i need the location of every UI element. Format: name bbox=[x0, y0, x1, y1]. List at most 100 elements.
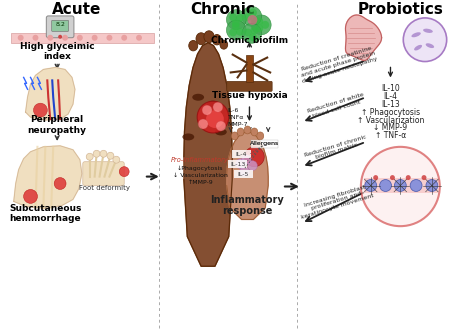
FancyBboxPatch shape bbox=[246, 55, 254, 82]
Circle shape bbox=[261, 21, 269, 29]
Text: Reduction of chronic
biofilm matrix: Reduction of chronic biofilm matrix bbox=[304, 134, 369, 164]
Text: ↑ Vascularization: ↑ Vascularization bbox=[357, 116, 424, 124]
Text: Allergens: Allergens bbox=[250, 141, 279, 146]
FancyBboxPatch shape bbox=[11, 33, 154, 43]
Circle shape bbox=[239, 167, 249, 176]
Polygon shape bbox=[346, 15, 382, 61]
Text: Foot deformity: Foot deformity bbox=[79, 185, 130, 192]
Text: ↑ TNF-α: ↑ TNF-α bbox=[375, 131, 406, 140]
Ellipse shape bbox=[182, 133, 194, 140]
Text: Inflammatory
response: Inflammatory response bbox=[210, 195, 284, 216]
Ellipse shape bbox=[414, 45, 422, 50]
Text: MMP-7: MMP-7 bbox=[228, 121, 248, 126]
Circle shape bbox=[410, 179, 422, 191]
Circle shape bbox=[54, 177, 66, 189]
Circle shape bbox=[227, 20, 246, 40]
Text: ↓ Vascularization: ↓ Vascularization bbox=[173, 173, 228, 178]
Circle shape bbox=[206, 110, 224, 128]
Circle shape bbox=[232, 22, 240, 30]
Circle shape bbox=[107, 152, 114, 159]
Ellipse shape bbox=[207, 101, 219, 108]
Circle shape bbox=[213, 102, 223, 112]
Text: IL-13: IL-13 bbox=[381, 100, 400, 109]
Circle shape bbox=[232, 20, 240, 27]
Circle shape bbox=[247, 15, 257, 25]
Ellipse shape bbox=[231, 132, 238, 140]
Circle shape bbox=[394, 179, 406, 191]
Circle shape bbox=[107, 35, 112, 41]
Circle shape bbox=[250, 26, 258, 34]
Circle shape bbox=[216, 121, 226, 131]
Text: Peripheral
neuropathy: Peripheral neuropathy bbox=[27, 115, 87, 135]
FancyBboxPatch shape bbox=[83, 162, 124, 185]
Circle shape bbox=[242, 6, 262, 26]
Circle shape bbox=[255, 24, 263, 32]
Circle shape bbox=[236, 14, 244, 22]
FancyBboxPatch shape bbox=[227, 81, 272, 91]
Ellipse shape bbox=[244, 126, 251, 134]
Ellipse shape bbox=[204, 31, 214, 43]
Circle shape bbox=[91, 35, 98, 41]
Circle shape bbox=[242, 155, 251, 165]
Text: Acute: Acute bbox=[52, 2, 101, 18]
Circle shape bbox=[77, 35, 83, 41]
Circle shape bbox=[251, 15, 271, 35]
Polygon shape bbox=[26, 68, 75, 120]
Circle shape bbox=[255, 18, 263, 25]
Circle shape bbox=[93, 150, 100, 157]
Ellipse shape bbox=[257, 132, 264, 140]
Text: Allergens: Allergens bbox=[250, 141, 279, 146]
Text: Pro-inflammatory: Pro-inflammatory bbox=[171, 157, 229, 163]
Circle shape bbox=[33, 35, 38, 41]
Circle shape bbox=[113, 156, 120, 163]
Circle shape bbox=[197, 101, 229, 133]
Text: TNFα: TNFα bbox=[228, 115, 244, 119]
Circle shape bbox=[365, 179, 377, 191]
Ellipse shape bbox=[426, 43, 434, 48]
FancyBboxPatch shape bbox=[232, 150, 251, 158]
Circle shape bbox=[121, 35, 127, 41]
Circle shape bbox=[198, 119, 208, 129]
FancyBboxPatch shape bbox=[46, 16, 74, 38]
Text: IL-4: IL-4 bbox=[383, 92, 398, 101]
Text: Chronic biofilm: Chronic biofilm bbox=[211, 36, 288, 45]
Polygon shape bbox=[227, 132, 268, 219]
Circle shape bbox=[390, 175, 395, 180]
Circle shape bbox=[406, 175, 410, 180]
Ellipse shape bbox=[237, 128, 244, 136]
Circle shape bbox=[244, 28, 252, 36]
Text: High glyceimic
index: High glyceimic index bbox=[20, 42, 94, 61]
Circle shape bbox=[119, 167, 129, 176]
Text: IL-5: IL-5 bbox=[238, 171, 249, 177]
Text: Reduction of creatinine
and acute phase protein
during acute neutopathy: Reduction of creatinine and acute phase … bbox=[298, 45, 378, 84]
Ellipse shape bbox=[196, 33, 206, 45]
Circle shape bbox=[236, 28, 244, 36]
Ellipse shape bbox=[212, 34, 221, 45]
Text: ↓Phagocytosis: ↓Phagocytosis bbox=[177, 166, 223, 171]
Ellipse shape bbox=[220, 40, 228, 49]
Circle shape bbox=[245, 147, 264, 167]
Circle shape bbox=[229, 28, 237, 36]
Ellipse shape bbox=[251, 128, 258, 136]
Circle shape bbox=[136, 35, 142, 41]
Text: ↑MMP-9: ↑MMP-9 bbox=[187, 180, 213, 185]
FancyBboxPatch shape bbox=[228, 160, 247, 168]
Ellipse shape bbox=[189, 40, 198, 51]
Text: Tissue hypoxia: Tissue hypoxia bbox=[211, 91, 287, 100]
Circle shape bbox=[250, 15, 258, 23]
Circle shape bbox=[247, 161, 257, 171]
Circle shape bbox=[249, 9, 257, 17]
Ellipse shape bbox=[215, 128, 227, 135]
Circle shape bbox=[236, 159, 246, 169]
Circle shape bbox=[100, 150, 107, 157]
Text: Increasing fibroblast
proliferation and
keratinocyte movement: Increasing fibroblast proliferation and … bbox=[298, 182, 375, 220]
Ellipse shape bbox=[192, 94, 204, 101]
Polygon shape bbox=[14, 146, 82, 208]
Circle shape bbox=[227, 10, 246, 29]
Circle shape bbox=[47, 35, 53, 41]
Polygon shape bbox=[184, 43, 232, 266]
Text: Chronic: Chronic bbox=[191, 2, 255, 18]
Text: IL-10: IL-10 bbox=[381, 84, 400, 93]
Text: Probiotics: Probiotics bbox=[357, 2, 443, 18]
FancyBboxPatch shape bbox=[234, 170, 253, 178]
